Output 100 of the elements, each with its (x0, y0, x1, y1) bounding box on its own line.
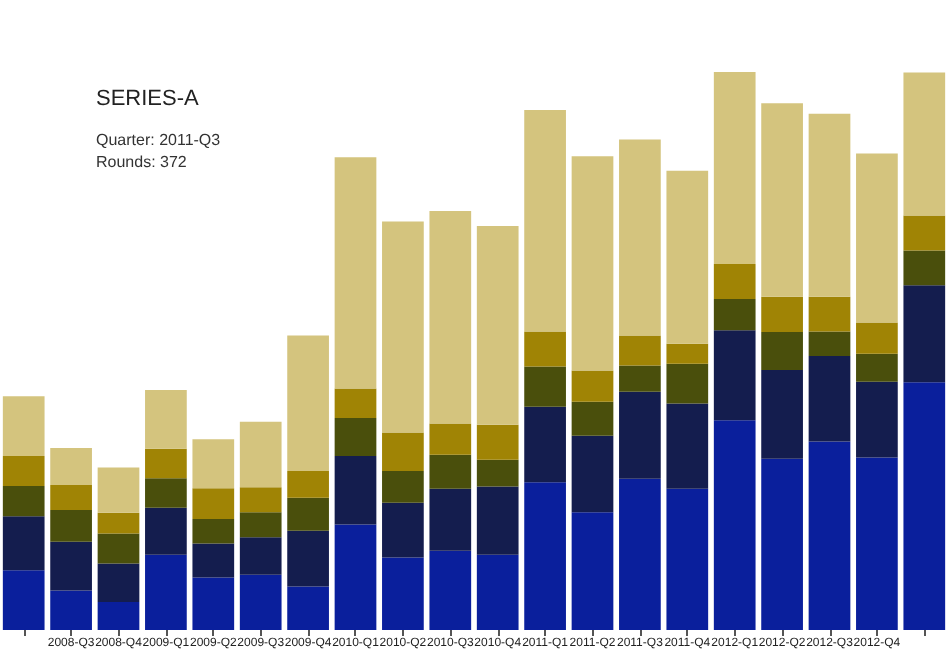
bar (903, 72, 946, 216)
bar (287, 470, 329, 498)
bar (903, 215, 946, 251)
bar (2, 486, 45, 517)
bar (97, 512, 140, 534)
bar (287, 530, 329, 587)
bar (239, 574, 282, 630)
bar (808, 441, 851, 630)
bar (713, 420, 756, 630)
bar (619, 391, 661, 479)
bar (2, 516, 45, 571)
bar (334, 417, 377, 456)
bar (713, 299, 756, 331)
bar (97, 563, 140, 603)
bar (524, 331, 566, 367)
bar (761, 332, 803, 370)
bar (50, 510, 92, 542)
bar (666, 170, 709, 344)
bar (287, 335, 329, 471)
bar (334, 388, 377, 418)
bar (808, 296, 851, 332)
bar (2, 570, 45, 630)
bar (808, 113, 851, 297)
bar (239, 512, 282, 538)
bar (2, 455, 45, 487)
bar (571, 156, 614, 371)
bar (239, 487, 282, 513)
bar (382, 557, 424, 630)
bar (476, 486, 519, 555)
bar (334, 455, 377, 525)
bar (713, 263, 756, 300)
bar (334, 524, 377, 630)
bar (666, 363, 709, 404)
bar (808, 331, 851, 357)
bar (50, 590, 92, 630)
bar (619, 365, 661, 392)
bar (761, 369, 803, 459)
bar (287, 497, 329, 531)
bar (50, 484, 92, 511)
bar (97, 602, 140, 630)
bar (903, 382, 946, 630)
bar (192, 577, 235, 630)
annotation: Rounds: 372 (96, 153, 188, 171)
bar (761, 296, 803, 333)
bar (903, 285, 946, 383)
bar (429, 210, 472, 424)
bar (145, 390, 187, 449)
bar (619, 335, 661, 366)
bar (476, 554, 519, 630)
bar (145, 448, 187, 479)
bar (382, 432, 424, 471)
annotation: Quarter: 2011-Q3 (96, 131, 222, 149)
bar (903, 250, 946, 286)
bar (619, 478, 661, 630)
bar (287, 586, 329, 630)
bar (145, 554, 187, 630)
bar (2, 396, 45, 456)
bar (97, 533, 140, 564)
bar (666, 488, 709, 630)
bar (808, 356, 851, 442)
bar (856, 153, 898, 323)
bar (239, 421, 282, 488)
bar (476, 459, 519, 487)
bar (192, 518, 235, 544)
bar (619, 139, 661, 336)
bar (476, 226, 519, 425)
bar (666, 403, 709, 489)
bar (50, 448, 92, 485)
bar (761, 103, 803, 297)
bar (382, 221, 424, 433)
bar (571, 370, 614, 402)
bar (192, 488, 235, 519)
bar (524, 366, 566, 407)
bar (334, 157, 377, 389)
bar (429, 488, 472, 551)
bar (382, 470, 424, 503)
bar (145, 507, 187, 555)
bar (524, 109, 566, 332)
bar (571, 401, 614, 436)
bar (145, 478, 187, 508)
bar (429, 423, 472, 455)
bar (429, 550, 472, 630)
bar (382, 502, 424, 558)
bar (192, 543, 235, 578)
bar (571, 435, 614, 513)
bar (192, 439, 235, 489)
bar (713, 330, 756, 421)
bar (856, 457, 898, 630)
bar (761, 458, 803, 630)
bar (713, 72, 756, 264)
annotation: SERIES-A (96, 87, 201, 111)
bar (571, 512, 614, 630)
bar (524, 482, 566, 630)
bar (239, 537, 282, 575)
bar (856, 322, 898, 354)
bar (856, 353, 898, 382)
bar (97, 467, 140, 513)
bar (476, 424, 519, 460)
bar (50, 541, 92, 591)
bar (429, 454, 472, 489)
